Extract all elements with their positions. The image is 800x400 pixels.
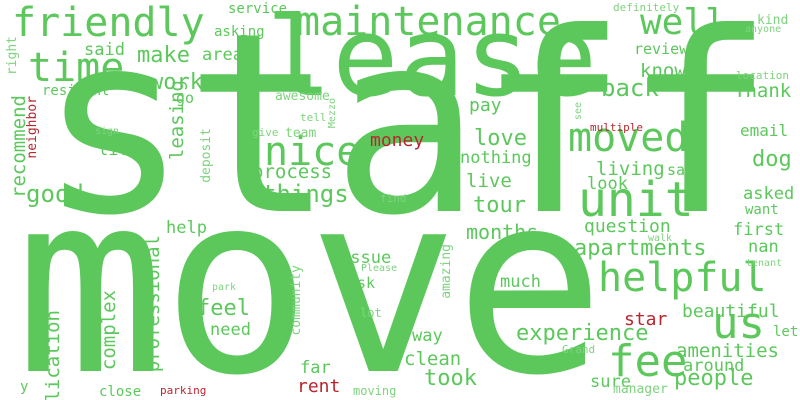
word-anyone: anyone bbox=[745, 24, 782, 35]
word-moved: moved bbox=[568, 115, 689, 161]
word-application: application bbox=[42, 310, 64, 400]
word-community: community bbox=[289, 265, 304, 336]
word-live: live bbox=[466, 170, 512, 192]
word-well: well bbox=[640, 2, 727, 43]
word-know: know bbox=[640, 60, 686, 82]
word-definitely: definitely bbox=[613, 1, 680, 14]
word-fee: fee bbox=[608, 336, 688, 387]
word-lot: lot bbox=[360, 306, 382, 320]
word-living: living bbox=[596, 158, 665, 180]
word-way: way bbox=[412, 326, 443, 346]
word-sure: sure bbox=[590, 372, 631, 392]
word-close: close bbox=[99, 384, 142, 400]
word-money: money bbox=[370, 130, 425, 151]
word-location: location bbox=[736, 69, 789, 82]
word-said: said bbox=[84, 40, 125, 60]
word-took: took bbox=[424, 366, 477, 391]
word-make: make bbox=[137, 43, 190, 68]
word-manager: manager bbox=[613, 382, 668, 397]
word-maintenance: maintenance bbox=[296, 0, 561, 45]
word-review: review bbox=[634, 40, 689, 58]
word-y: y bbox=[20, 379, 29, 395]
word-parking: parking bbox=[160, 384, 207, 397]
word-resident: resident bbox=[42, 83, 110, 99]
word-deposit: deposit bbox=[199, 128, 214, 183]
word-awesome: awesome bbox=[275, 89, 330, 104]
word-feel: feel bbox=[197, 296, 250, 321]
word-experience: experience bbox=[516, 321, 649, 346]
word-look: look bbox=[587, 174, 628, 194]
word-people: people bbox=[674, 366, 754, 391]
word-process: process bbox=[252, 161, 333, 183]
word-sign: sign bbox=[95, 126, 120, 137]
word-mezzo: Mezzo bbox=[327, 98, 338, 129]
word-please: Please bbox=[361, 263, 398, 274]
word-say: say bbox=[667, 161, 695, 179]
word-nothing: nothing bbox=[460, 148, 532, 168]
word-nice: nice bbox=[264, 129, 361, 175]
word-love: love bbox=[474, 126, 527, 151]
word-neighbor: neighbor bbox=[25, 96, 40, 159]
word-amazing: amazing bbox=[439, 244, 454, 299]
word-move: move bbox=[15, 139, 605, 400]
word-back: back bbox=[601, 74, 659, 102]
word-friendly: friendly bbox=[12, 0, 205, 46]
word-months: months bbox=[466, 220, 539, 244]
word-park: park bbox=[212, 282, 237, 293]
word-dog: dog bbox=[752, 147, 792, 172]
word-professional: professional bbox=[142, 235, 164, 373]
word-apartments: apartments bbox=[574, 236, 707, 261]
word-asking: asking bbox=[214, 24, 265, 40]
word-see: see bbox=[573, 102, 584, 121]
word-things: things bbox=[262, 180, 349, 208]
word-asked: asked bbox=[743, 184, 795, 204]
word-issue: issue bbox=[340, 248, 392, 268]
word-beautiful: beautiful bbox=[682, 301, 780, 322]
word-multiple: multiple bbox=[590, 121, 643, 134]
word-tell: tell bbox=[300, 111, 327, 124]
word-let: let bbox=[773, 324, 799, 340]
word-much: much bbox=[500, 272, 541, 292]
word-staff: staff bbox=[38, 0, 775, 270]
word-need: need bbox=[210, 320, 251, 340]
word-thank: Thank bbox=[734, 80, 792, 102]
word-helpful: helpful bbox=[598, 255, 767, 301]
word-pay: pay bbox=[469, 95, 502, 116]
word-tenant: tenant bbox=[746, 258, 783, 269]
word-clean: clean bbox=[404, 348, 462, 370]
word-service: service bbox=[228, 1, 288, 17]
word-tour: tour bbox=[473, 193, 526, 218]
word-around: around bbox=[683, 356, 745, 376]
word-email: email bbox=[740, 121, 789, 140]
word-kind: kind bbox=[757, 13, 789, 28]
word-star: star bbox=[624, 309, 668, 330]
word-time: time bbox=[28, 45, 125, 91]
word-go: go bbox=[176, 89, 195, 107]
word-us: us bbox=[712, 298, 765, 349]
word-team: team bbox=[285, 126, 317, 141]
word-unit: unit bbox=[578, 172, 694, 228]
word-question: question bbox=[584, 216, 671, 237]
word-amenities: amenities bbox=[676, 340, 779, 362]
word-grand: Grand bbox=[562, 343, 596, 356]
word-ask: ask bbox=[348, 274, 376, 292]
word-lease: lease bbox=[266, 0, 598, 121]
word-good: good bbox=[26, 180, 84, 208]
word-moving: moving bbox=[353, 384, 397, 398]
word-walk: walk bbox=[648, 233, 673, 244]
word-nan: nan bbox=[748, 237, 779, 257]
word-rent: rent bbox=[297, 376, 341, 397]
word-give: give bbox=[252, 126, 279, 139]
word-lived: lived bbox=[98, 140, 150, 160]
word-want: want bbox=[745, 202, 779, 218]
word-complex: complex bbox=[98, 290, 120, 371]
word-area: area bbox=[202, 45, 243, 65]
word-far: far bbox=[300, 358, 331, 378]
word-find: find bbox=[380, 192, 407, 205]
word-help: help bbox=[166, 218, 207, 238]
word-first: first bbox=[733, 220, 785, 240]
word-work: work bbox=[150, 70, 203, 95]
word-right: right bbox=[5, 36, 20, 76]
